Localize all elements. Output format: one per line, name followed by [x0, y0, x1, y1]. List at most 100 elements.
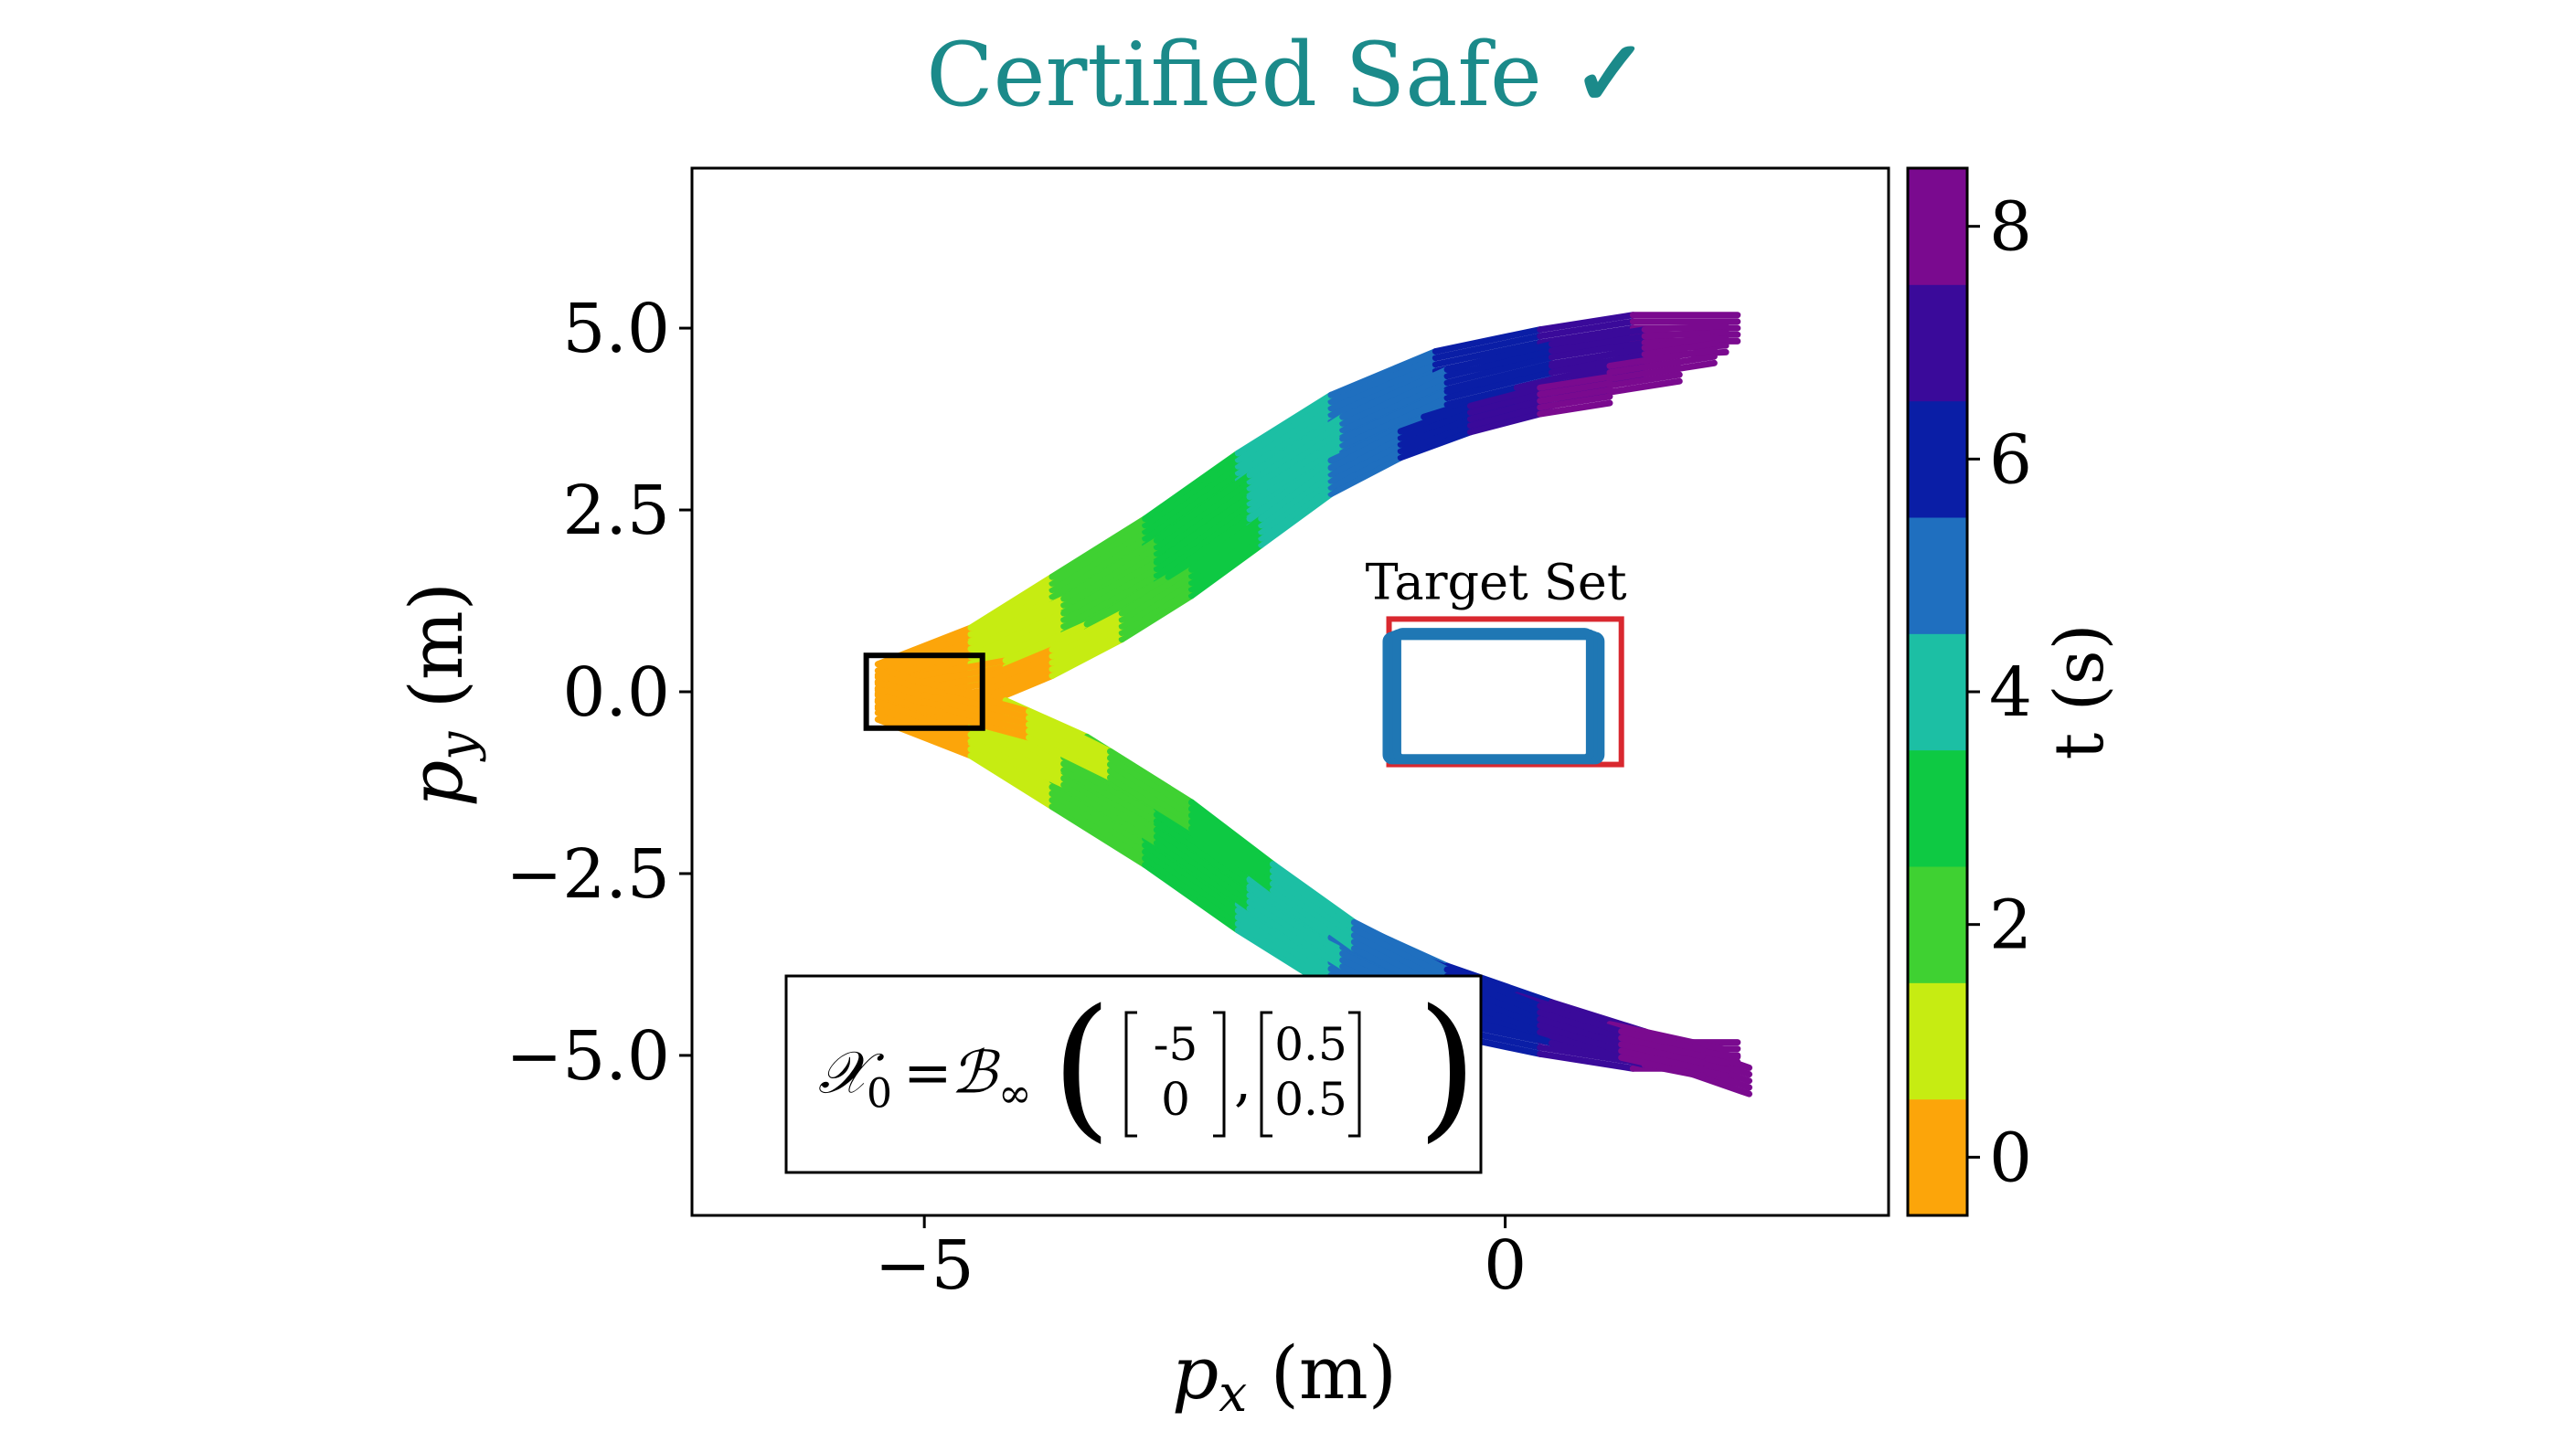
trajectory-segment [1187, 805, 1276, 875]
trajectory-segment [1537, 399, 1613, 418]
trajectory-segment [1234, 398, 1335, 463]
formula-center-vector-left-bracket [1124, 1011, 1137, 1138]
colorbar-band [1908, 866, 1967, 983]
trajectory-segment [1339, 394, 1451, 449]
trajectory-segment [1142, 848, 1241, 921]
trajectory-segment [1641, 323, 1730, 334]
trajectory-segment [1269, 874, 1357, 939]
trajectory-segment [979, 665, 1056, 702]
trajectory-segment [1234, 411, 1335, 476]
trajectory-segment [967, 752, 1056, 811]
trajectory-segment [1432, 339, 1544, 368]
trajectory-segment [1548, 333, 1648, 355]
trajectory-segment [1606, 358, 1683, 377]
colorbar-label: t (s) [2040, 624, 2119, 760]
trajectory-series [979, 373, 1613, 708]
trajectory-segment [1187, 811, 1276, 881]
trajectory-segment [967, 595, 1068, 646]
trajectory-segment [1060, 767, 1160, 825]
trajectory-segment [1537, 1022, 1625, 1055]
trajectory-segment [1618, 1034, 1707, 1060]
trajectory-segment [921, 657, 1009, 679]
trajectory-segment [1548, 345, 1648, 369]
trajectory-segment [1187, 515, 1265, 573]
trajectory-segment [1397, 429, 1474, 461]
trajectory-segment [1443, 341, 1555, 373]
trajectory-segment [1258, 464, 1335, 523]
trajectory-segment [874, 705, 974, 745]
trajectory-segment [1618, 1041, 1707, 1066]
trajectory-segment [1118, 592, 1195, 643]
trajectory-segment [1269, 861, 1357, 926]
trajectory-segment [1327, 361, 1439, 412]
trajectory-segment [1397, 416, 1474, 448]
trajectory-segment [1269, 886, 1357, 952]
trajectory-segment [1234, 391, 1335, 457]
trajectory-segment [921, 663, 1009, 685]
x-axis-label-symbol: p [1172, 1331, 1219, 1416]
trajectory-segment [1327, 428, 1404, 472]
trajectory-segment [979, 659, 1056, 695]
y-axis-label-unit: (m) [394, 582, 479, 732]
colorbar-tick-label: 0 [1989, 1119, 2032, 1197]
trajectory-segment [1153, 500, 1253, 573]
trajectory-segment [1060, 558, 1160, 617]
trajectory-segment [1350, 925, 1451, 980]
trajectory-segment [1269, 880, 1357, 946]
trajectory-segment [1142, 854, 1241, 928]
trajectory-segment [1118, 566, 1195, 617]
trajectory-segment [1153, 506, 1253, 579]
trajectory-segment [1153, 833, 1253, 906]
trajectory-segment [1258, 491, 1335, 548]
trajectory-segment [1187, 528, 1265, 587]
trajectory-segment [1537, 1009, 1625, 1042]
trajectory-segment [1548, 351, 1648, 377]
trajectory-segment [1537, 324, 1636, 346]
trajectory-segment [1048, 528, 1149, 594]
trajectory-segment [1153, 478, 1253, 551]
trajectory-segment [1060, 760, 1160, 818]
trajectory-segment [1443, 347, 1555, 380]
trajectory-segment [1537, 312, 1636, 334]
trajectory-segment [1060, 536, 1160, 602]
trajectory-segment [967, 573, 1056, 631]
trajectory-segment [1048, 636, 1125, 679]
trajectory-segment [1107, 768, 1195, 825]
colorbar-tick-label: 8 [1989, 188, 2032, 267]
trajectory-segment [1234, 914, 1335, 979]
y-axis-label-symbol: p [394, 760, 479, 807]
trajectory-segment [1466, 391, 1544, 416]
trajectory-segment [1443, 369, 1555, 401]
formula-center-vector-right-bracket [1213, 1011, 1226, 1138]
x-axis-label-subscript: x [1219, 1364, 1247, 1423]
trajectory-segment [1537, 373, 1613, 391]
formula-left-paren: ( [1051, 977, 1112, 1158]
trajectory-segment [874, 709, 974, 753]
trajectory-segment [1513, 362, 1613, 391]
trajectory-segment [1606, 352, 1683, 369]
trajectory-segment [967, 739, 1056, 797]
trajectory-segment [1234, 405, 1335, 470]
trajectory-segment [1339, 373, 1451, 427]
trajectory-segment [1269, 867, 1357, 932]
chart-title: Certified Safe [926, 24, 1542, 126]
trajectory-segment [1107, 748, 1195, 806]
trajectory-segment [1048, 783, 1149, 849]
trajectory-segment [1537, 1050, 1636, 1072]
trajectory-segment [1618, 1047, 1707, 1073]
trajectory-segment [1618, 1028, 1707, 1054]
trajectory-segment [1327, 367, 1439, 419]
trajectory-segment [944, 705, 1033, 735]
reach-set-outline [1389, 629, 1598, 763]
trajectory-segment [1048, 616, 1125, 660]
trajectory-segment [967, 731, 1068, 782]
trajectory-segment [1618, 1054, 1707, 1079]
trajectory-segment [1327, 454, 1404, 498]
formula-comma: , [1234, 1050, 1251, 1114]
trajectory-segment [1187, 818, 1276, 887]
trajectory-segment [1339, 379, 1451, 433]
trajectory-segment [1537, 387, 1613, 405]
reach-set-outline [1382, 631, 1605, 765]
initial-set-box [863, 652, 985, 731]
